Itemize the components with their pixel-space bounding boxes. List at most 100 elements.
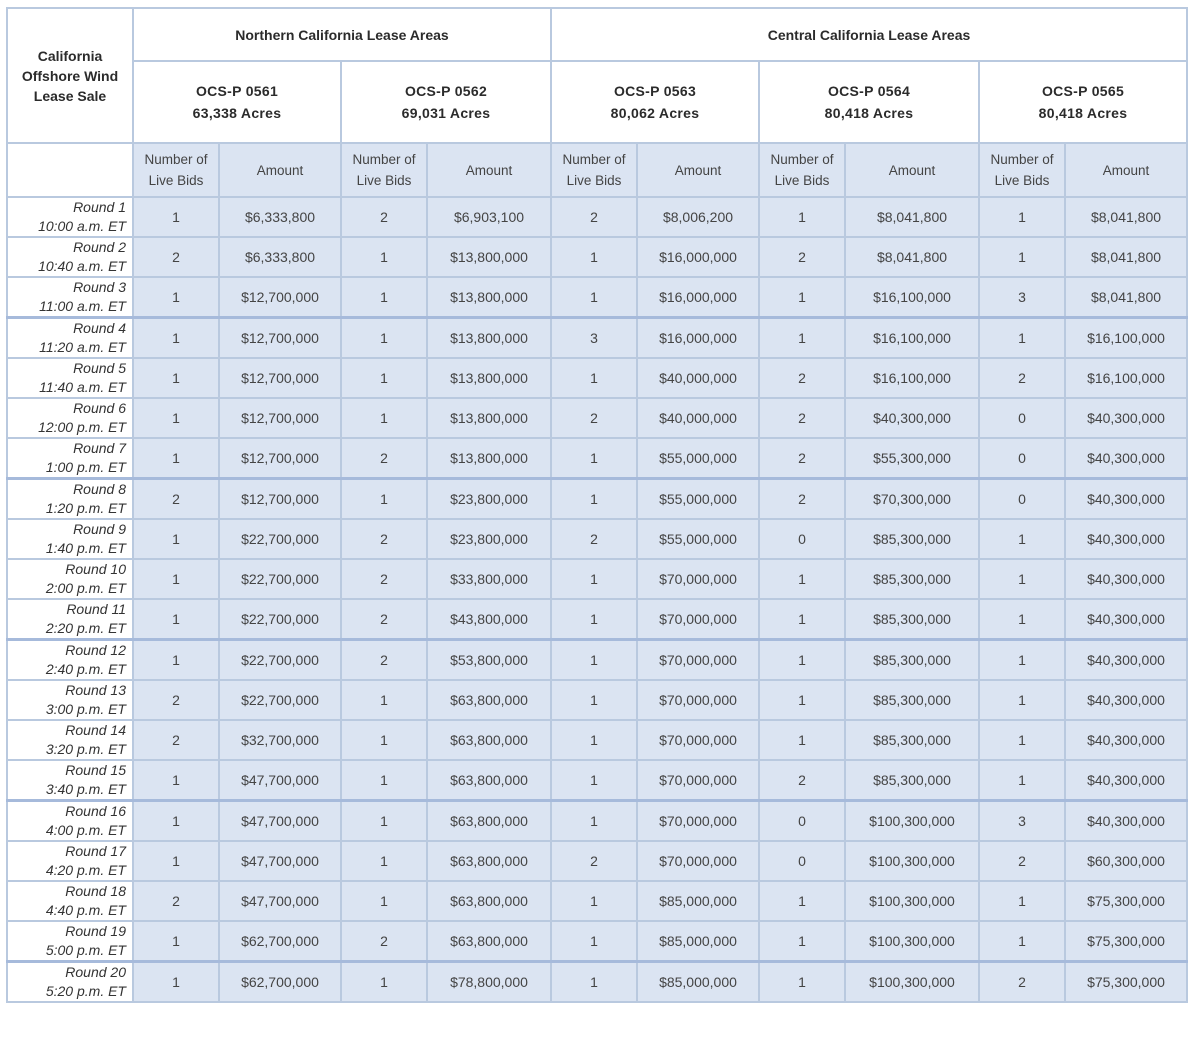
amount-cell: $16,000,000: [636, 236, 760, 278]
amount-cell: $85,000,000: [636, 880, 760, 922]
subheader-bids-line-2: Live Bids: [148, 173, 204, 188]
lease-id: OCS-P 0563: [613, 83, 697, 99]
corner-line-3: Lease Sale: [33, 87, 107, 104]
amount-cell: $40,300,000: [1064, 719, 1188, 761]
amount-cell: $12,700,000: [218, 316, 342, 359]
live-bids-cell: 2: [758, 437, 846, 480]
live-bids-cell: 1: [978, 719, 1066, 761]
live-bids-cell: 1: [550, 437, 638, 480]
round-time: 12:00 p.m. ET: [38, 419, 126, 435]
live-bids-cell: 2: [758, 236, 846, 278]
subheader-amount: Amount: [1064, 142, 1188, 198]
lease-id: OCS-P 0561: [195, 83, 279, 99]
amount-cell: $40,300,000: [1064, 518, 1188, 560]
table-row: Round 18 4:40 p.m. ET 2 $47,700,000 1 $63,800…: [6, 880, 1188, 922]
amount-cell: $16,000,000: [636, 276, 760, 319]
lease-id: OCS-P 0562: [404, 83, 488, 99]
table-row: Round 7 1:00 p.m. ET 1 $12,700,000 2 $13,800,…: [6, 437, 1188, 480]
live-bids-cell: 1: [550, 719, 638, 761]
amount-cell: $40,300,000: [1064, 799, 1188, 842]
round-time: 2:20 p.m. ET: [45, 620, 126, 636]
round-name: Round 16: [65, 803, 126, 819]
subheader-blank: [6, 142, 134, 198]
lease-acres: 80,062 Acres: [610, 105, 700, 121]
live-bids-cell: 1: [550, 759, 638, 802]
live-bids-cell: 2: [978, 960, 1066, 1003]
live-bids-cell: 0: [758, 799, 846, 842]
amount-cell: $8,041,800: [1064, 236, 1188, 278]
amount-cell: $63,800,000: [426, 920, 552, 963]
amount-cell: $85,300,000: [844, 518, 980, 560]
amount-cell: $40,300,000: [1064, 477, 1188, 520]
amount-cell: $8,006,200: [636, 196, 760, 238]
live-bids-cell: 1: [978, 316, 1066, 359]
live-bids-cell: 1: [340, 357, 428, 399]
live-bids-cell: 1: [550, 276, 638, 319]
live-bids-cell: 1: [758, 196, 846, 238]
live-bids-cell: 2: [550, 840, 638, 882]
round-time: 2:00 p.m. ET: [45, 580, 126, 596]
round-label: Round 7 1:00 p.m. ET: [6, 437, 134, 480]
amount-cell: $32,700,000: [218, 719, 342, 761]
amount-cell: $16,100,000: [844, 357, 980, 399]
amount-cell: $16,100,000: [844, 276, 980, 319]
amount-cell: $22,700,000: [218, 679, 342, 721]
round-name: Round 20: [65, 964, 126, 980]
amount-cell: $40,300,000: [1064, 638, 1188, 681]
amount-cell: $40,300,000: [1064, 397, 1188, 439]
live-bids-cell: 2: [340, 638, 428, 681]
round-time: 2:40 p.m. ET: [45, 661, 126, 677]
live-bids-cell: 1: [550, 598, 638, 641]
live-bids-cell: 1: [758, 880, 846, 922]
round-name: Round 15: [65, 762, 126, 778]
amount-cell: $43,800,000: [426, 598, 552, 641]
live-bids-cell: 2: [758, 357, 846, 399]
live-bids-cell: 2: [132, 880, 220, 922]
corner-line-2: Offshore Wind: [21, 67, 119, 84]
round-time: 4:00 p.m. ET: [45, 822, 126, 838]
amount-cell: $85,300,000: [844, 759, 980, 802]
round-time: 1:40 p.m. ET: [45, 540, 126, 556]
round-name: Round 2: [73, 239, 126, 255]
live-bids-cell: 1: [550, 236, 638, 278]
table-row: Round 2 10:40 a.m. ET 2 $6,333,800 1 $13,800,…: [6, 236, 1188, 278]
live-bids-cell: 2: [340, 518, 428, 560]
amount-cell: $22,700,000: [218, 558, 342, 600]
round-name: Round 17: [65, 843, 126, 859]
subheader-live-bids: Number of Live Bids: [132, 142, 220, 198]
amount-cell: $8,041,800: [1064, 196, 1188, 238]
live-bids-cell: 1: [978, 759, 1066, 802]
amount-cell: $85,300,000: [844, 598, 980, 641]
live-bids-cell: 1: [132, 638, 220, 681]
amount-cell: $100,300,000: [844, 840, 980, 882]
region-header-northern: Northern California Lease Areas: [132, 7, 552, 62]
amount-cell: $13,800,000: [426, 316, 552, 359]
corner-header: California Offshore Wind Lease Sale: [6, 7, 134, 144]
amount-cell: $33,800,000: [426, 558, 552, 600]
live-bids-cell: 0: [978, 397, 1066, 439]
live-bids-cell: 1: [132, 196, 220, 238]
live-bids-cell: 3: [978, 799, 1066, 842]
amount-cell: $40,300,000: [1064, 759, 1188, 802]
live-bids-cell: 2: [340, 196, 428, 238]
live-bids-cell: 1: [132, 316, 220, 359]
round-time: 5:00 p.m. ET: [45, 942, 126, 958]
amount-cell: $8,041,800: [844, 236, 980, 278]
round-label: Round 3 11:00 a.m. ET: [6, 276, 134, 319]
amount-cell: $22,700,000: [218, 598, 342, 641]
lease-sale-table: California Offshore Wind Lease Sale Nort…: [6, 7, 1188, 1003]
amount-cell: $13,800,000: [426, 397, 552, 439]
table-row: Round 9 1:40 p.m. ET 1 $22,700,000 2 $23,800,…: [6, 518, 1188, 560]
round-time: 11:40 a.m. ET: [39, 379, 126, 395]
amount-cell: $6,903,100: [426, 196, 552, 238]
amount-cell: $40,300,000: [1064, 679, 1188, 721]
round-label: Round 4 11:20 a.m. ET: [6, 316, 134, 359]
round-time: 1:00 p.m. ET: [45, 459, 126, 475]
live-bids-cell: 1: [978, 196, 1066, 238]
amount-cell: $13,800,000: [426, 437, 552, 480]
lease-acres: 80,418 Acres: [824, 105, 914, 121]
amount-cell: $16,100,000: [844, 316, 980, 359]
live-bids-cell: 2: [758, 759, 846, 802]
live-bids-cell: 1: [758, 598, 846, 641]
table-row: Round 11 2:20 p.m. ET 1 $22,700,000 2 $43,800…: [6, 598, 1188, 641]
